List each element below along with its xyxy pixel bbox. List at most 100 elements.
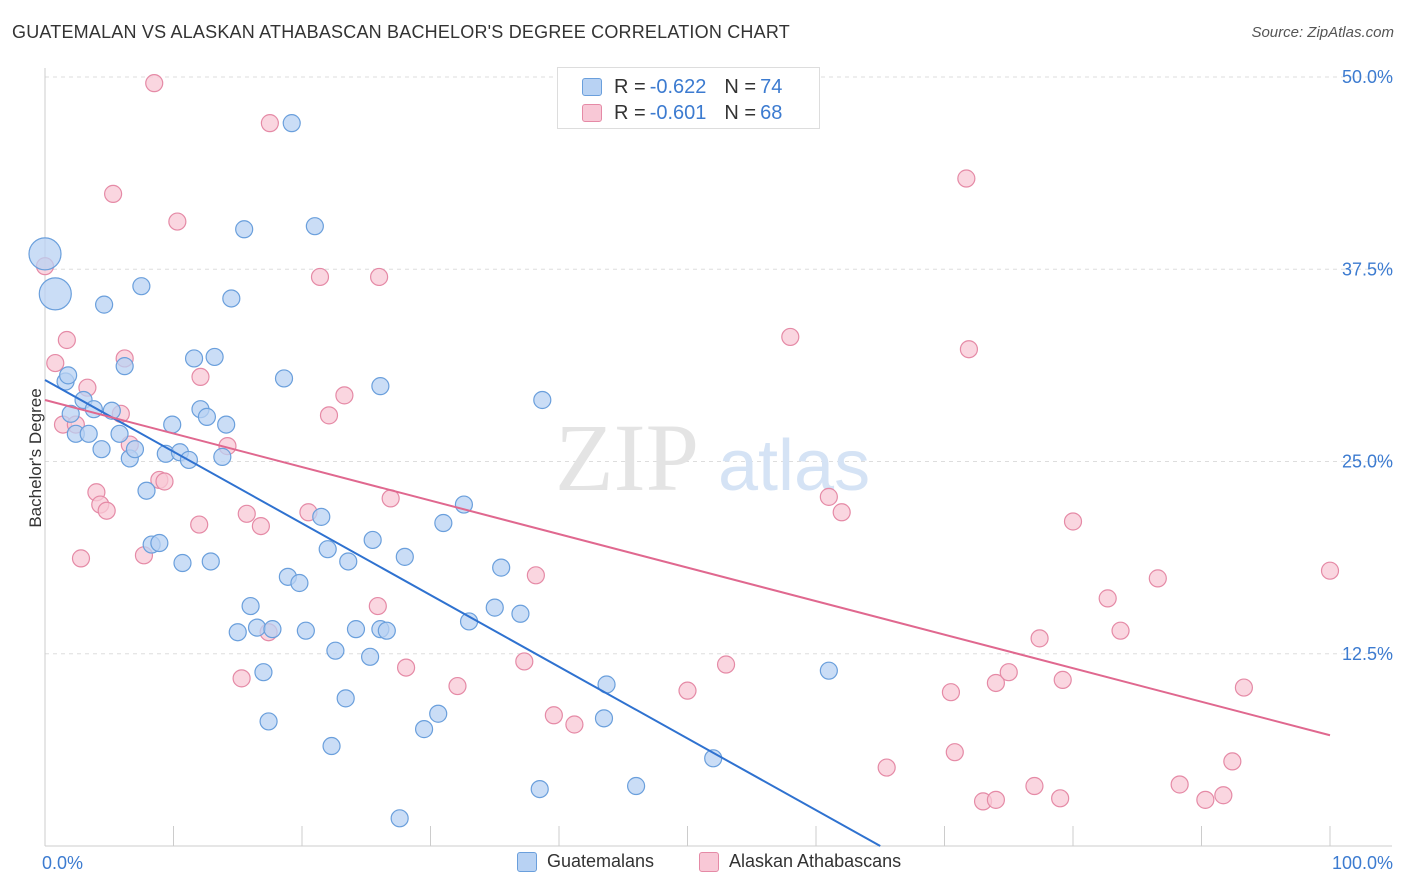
data-point [259,712,278,731]
legend-item-alaskan-athabascans[interactable]: Alaskan Athabascans [699,851,901,872]
data-point [184,349,204,368]
series-alaskan-athabascans [35,74,1340,811]
y-tick-label: 37.5% [1342,259,1393,279]
data-point [544,706,563,725]
data-point [526,566,545,585]
correlation-legend: R = -0.622 N = 74 R = -0.601 N = 68 [557,67,820,129]
data-point [28,237,62,271]
trend-lines [44,379,1331,847]
data-point [173,553,192,573]
data-point [565,715,584,734]
data-point [530,779,549,799]
data-point [390,809,409,828]
data-point [38,277,72,311]
data-point [125,440,145,459]
x-tick-label-max: 100.0% [1332,853,1393,873]
data-point [626,776,646,796]
data-point [339,552,358,571]
data-point [832,503,851,522]
data-point [533,390,552,410]
legend-item-guatemalans[interactable]: Guatemalans [517,851,654,872]
data-point [326,641,345,660]
data-point [217,415,236,434]
data-point [1170,775,1189,794]
data-point [511,604,530,623]
r-value: -0.622 [649,75,707,98]
data-point [959,340,979,359]
data-point [1098,589,1117,608]
data-point [241,596,260,616]
data-point [492,558,511,577]
data-point [59,366,78,385]
data-point [1214,786,1233,805]
data-point [515,652,534,671]
data-point [228,623,247,642]
data-point [235,220,254,239]
watermark-zip: ZIP [555,404,699,511]
legend-label: Alaskan Athabascans [729,851,902,871]
watermark-atlas: atlas [718,426,870,506]
data-point [163,415,182,434]
legend-row-alaskan-athabascans: R = -0.601 N = 68 [582,101,782,125]
legend-swatch-blue [517,851,537,872]
tick-labels: 12.5% 25.0% 37.5% 50.0% 0.0% 100.0% [42,67,1393,873]
data-point [819,661,838,680]
data-point [1063,512,1083,531]
legend-row-guatemalans: R = -0.622 N = 74 [582,75,782,99]
data-point [986,673,1006,693]
data-point [1148,569,1167,588]
legend-swatch-pink [699,851,719,872]
data-point [97,501,116,520]
data-point [57,330,76,350]
data-point [429,704,448,723]
data-point [1051,789,1070,808]
data-point [290,573,309,593]
data-point [79,424,98,443]
data-point [434,513,453,533]
data-point [150,533,169,553]
data-point [395,547,414,566]
data-point [237,504,256,523]
data-point [318,540,337,559]
data-point [941,683,961,702]
data-point [1320,561,1340,580]
data-point [296,621,315,640]
data-point [1223,752,1242,771]
data-point [197,407,217,426]
data-point [396,658,416,677]
data-point [485,598,504,617]
grid-lines [45,76,1392,655]
data-point [986,790,1006,809]
r-label: R = [614,75,646,98]
data-point [282,114,301,133]
data-point [46,353,65,373]
data-point [1111,621,1130,640]
data-point [61,404,80,423]
data-point [92,440,111,459]
r-label: R = [614,101,646,124]
data-point [999,663,1018,682]
n-label: N = [724,75,757,98]
data-point [945,743,964,762]
data-point [1234,678,1254,697]
data-point [877,758,896,777]
data-point [274,369,294,388]
data-point [1030,629,1049,648]
chart-title: GUATEMALAN VS ALASKAN ATHABASCAN BACHELO… [12,22,790,42]
y-tick-label: 50.0% [1342,67,1393,87]
data-point [346,620,366,639]
data-point [205,347,224,367]
y-tick-label: 12.5% [1342,644,1393,664]
data-point [145,74,164,93]
data-point [957,169,976,188]
data-point [222,289,241,308]
data-point [1053,670,1072,689]
data-point [678,681,697,700]
data-point [363,530,382,550]
data-point [254,663,273,682]
y-tick-label: 25.0% [1342,452,1393,472]
x-tick-label-min: 0.0% [42,853,83,873]
data-point [1196,790,1215,809]
watermark: ZIP atlas [555,404,870,511]
data-point [368,596,387,616]
